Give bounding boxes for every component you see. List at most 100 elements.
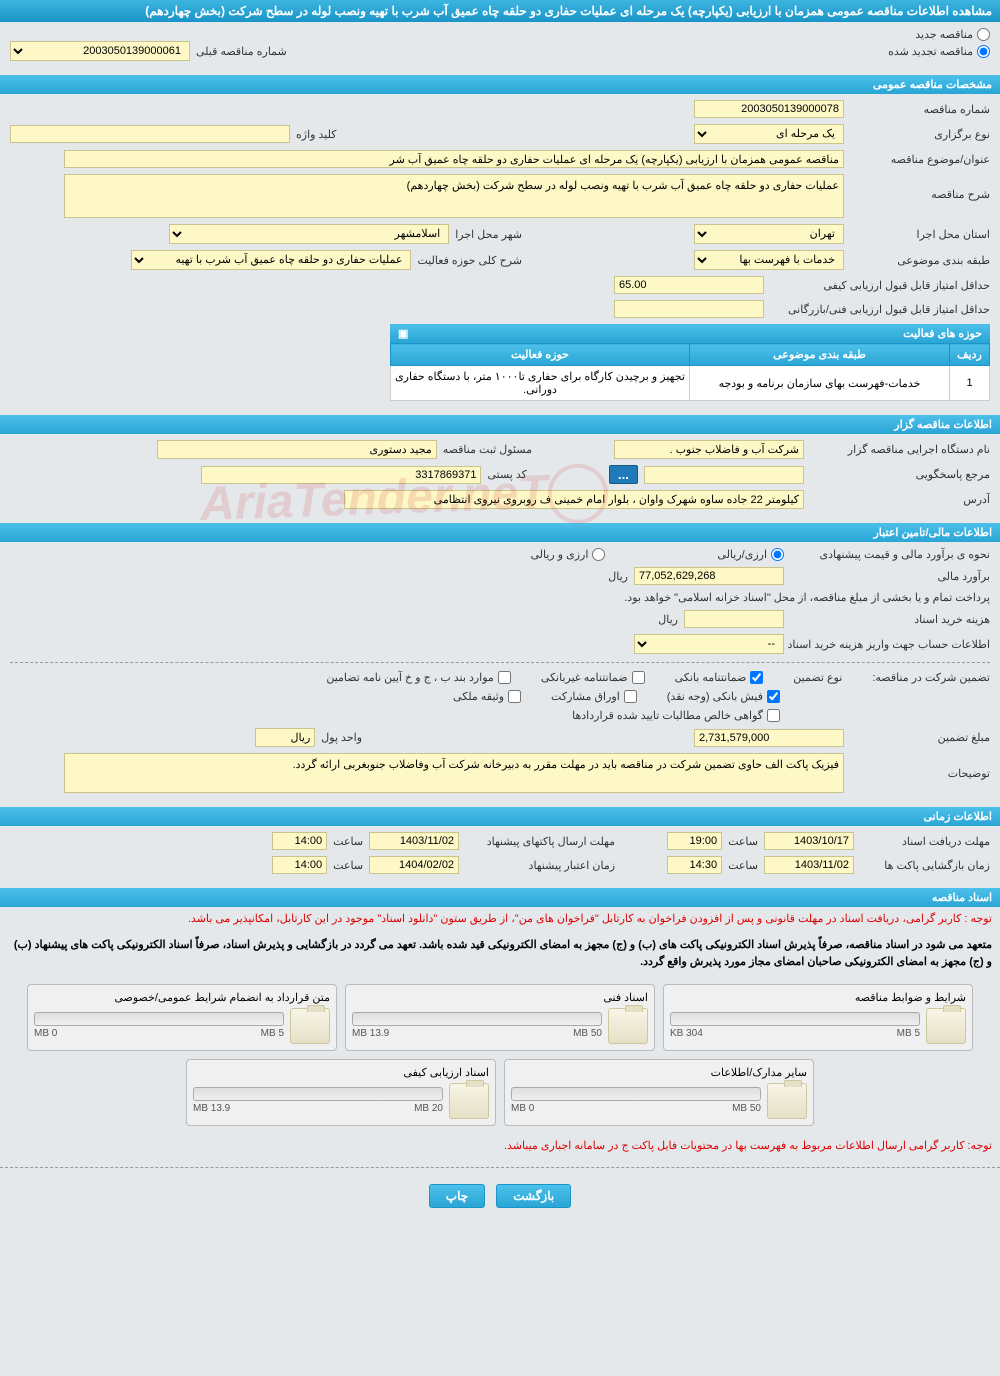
estimate-field: 77,052,629,268: [634, 567, 784, 585]
time-label-4: ساعت: [333, 859, 363, 872]
radio-renewed-input[interactable]: [977, 45, 990, 58]
packet-send-date: 1403/11/02: [369, 832, 459, 850]
radio-renewed-label: مناقصه تجدید شده: [888, 45, 973, 58]
documents-bottom-note: توجه: کاربر گرامی ارسال اطلاعات مربوط به…: [0, 1134, 1000, 1160]
owner-content: نام دستگاه اجرایی مناقصه گزار شرکت آب و …: [0, 434, 1000, 521]
radio-new-tender[interactable]: مناقصه جدید: [10, 28, 990, 41]
cell-cat: خدمات-فهرست بهای سازمان برنامه و بودجه: [690, 366, 950, 401]
number-label: شماره مناقصه: [850, 103, 990, 116]
progress-bar: [511, 1087, 761, 1101]
doc-receive-label: مهلت دریافت اسناد: [860, 835, 990, 848]
progress-bar: [670, 1012, 920, 1026]
min-qual-field: 65.00: [614, 276, 764, 294]
estimate-method-label: نحوه ی برآورد مالی و قیمت پیشنهادی: [790, 548, 990, 561]
validity-label: زمان اعتبار پیشنهاد: [465, 859, 615, 872]
subject-input[interactable]: [64, 150, 844, 168]
file-size: 0 MB: [34, 1028, 57, 1039]
chk-bond[interactable]: موارد بند ب ، ج و خ آیین نامه تضامین: [326, 671, 510, 684]
type-select[interactable]: یک مرحله ای: [694, 124, 844, 144]
progress-bar: [34, 1012, 284, 1026]
print-button[interactable]: چاپ: [429, 1184, 485, 1208]
radio-renewed-tender[interactable]: مناقصه تجدید شده: [888, 45, 990, 58]
province-label: استان محل اجرا: [850, 228, 990, 241]
doc-cost-label: هزینه خرید اسناد: [790, 613, 990, 626]
radio-new-label: مناقصه جدید: [915, 28, 973, 41]
back-button[interactable]: بازگشت: [496, 1184, 571, 1208]
activity-desc-label: شرح کلی حوزه فعالیت: [417, 254, 522, 267]
notes-textarea[interactable]: [64, 753, 844, 793]
chk-nonbank[interactable]: ضمانتنامه غیربانکی: [541, 671, 645, 684]
keyword-input[interactable]: [10, 125, 290, 143]
radio-arzi-riali-input[interactable]: [771, 548, 784, 561]
cat-select[interactable]: خدمات با فهرست بها: [694, 250, 844, 270]
postal-field: 3317869371: [201, 466, 481, 484]
radio-arzi-o-riali[interactable]: ارزی و ریالی: [530, 548, 605, 561]
button-row: بازگشت چاپ: [0, 1176, 1000, 1216]
prev-number-label: شماره مناقصه قبلی: [196, 45, 287, 58]
folder-icon[interactable]: [290, 1008, 330, 1044]
chk-securities[interactable]: اوراق مشارکت: [551, 690, 637, 703]
file-box-2: متن قرارداد به انضمام شرایط عمومی/خصوصی …: [27, 984, 337, 1051]
file-max: 5 MB: [897, 1028, 920, 1039]
validity-date: 1404/02/02: [369, 856, 459, 874]
min-tech-label: حداقل امتیاز قابل قبول ارزیابی فنی/بازرگ…: [770, 303, 990, 316]
city-label: شهر محل اجرا: [455, 228, 522, 241]
estimate-label: برآورد مالی: [790, 570, 990, 583]
registrant-field: مجید دستوری: [157, 440, 437, 459]
registrant-label: مسئول ثبت مناقصه: [443, 443, 532, 456]
account-select[interactable]: --: [634, 634, 784, 654]
page-title: مشاهده اطلاعات مناقصه عمومی همزمان با ار…: [145, 4, 992, 18]
file-boxes: شرایط و ضوابط مناقصه 5 MB304 KB اسناد فن…: [0, 976, 1000, 1134]
desc-textarea[interactable]: [64, 174, 844, 218]
chk-property[interactable]: وثیقه ملکی: [453, 690, 521, 703]
th-row: ردیف: [950, 344, 990, 366]
file-title: متن قرارداد به انضمام شرایط عمومی/خصوصی: [34, 991, 330, 1004]
folder-icon[interactable]: [926, 1008, 966, 1044]
prev-number-select[interactable]: 2003050139000061: [10, 41, 190, 61]
tender-type-section: مناقصه جدید مناقصه تجدید شده شماره مناقص…: [0, 22, 1000, 73]
collapse-icon[interactable]: ▣: [398, 327, 408, 340]
divider-bottom: [0, 1167, 1000, 1168]
file-size: 0 MB: [511, 1103, 534, 1114]
cell-activity: تجهیز و برچیدن کارگاه برای حفاری تا۱۰۰۰ …: [391, 366, 690, 401]
packet-send-label: مهلت ارسال پاکتهای پیشنهاد: [465, 835, 615, 848]
th-cat: طبقه بندی موضوعی: [690, 344, 950, 366]
lookup-button[interactable]: ...: [609, 465, 638, 484]
activity-table: ردیف طبقه بندی موضوعی حوزه فعالیت 1 خدما…: [390, 343, 990, 401]
postal-label: کد پستی: [487, 468, 526, 481]
city-select[interactable]: اسلامشهر: [169, 224, 449, 244]
chk-net-claims[interactable]: گواهی خالص مطالبات تایید شده قراردادها: [572, 709, 780, 722]
address-field: کیلومتر 22 جاده ساوه شهرک واوان ، بلوار …: [344, 490, 804, 509]
doc-receive-date: 1403/10/17: [764, 832, 854, 850]
radio-arzi-o-riali-input[interactable]: [592, 548, 605, 561]
activity-table-title: حوزه های فعالیت: [903, 327, 982, 340]
radio-arzi-riali[interactable]: ارزی/ریالی: [717, 548, 784, 561]
file-box-4: اسناد ارزیابی کیفی 20 MB13.9 MB: [186, 1059, 496, 1126]
doc-receive-time: 19:00: [667, 832, 722, 850]
notes-label: توضیحات: [850, 753, 990, 780]
amount-field: 2,731,579,000: [694, 729, 844, 747]
general-content: شماره مناقصه 2003050139000078 نوع برگزار…: [0, 94, 1000, 413]
folder-icon[interactable]: [449, 1083, 489, 1119]
file-max: 50 MB: [573, 1028, 602, 1039]
radio-new-input[interactable]: [977, 28, 990, 41]
file-title: شرایط و ضوابط مناقصه: [670, 991, 966, 1004]
response-field: [644, 466, 804, 484]
file-title: اسناد ارزیابی کیفی: [193, 1066, 489, 1079]
file-box-3: سایر مدارک/اطلاعات 50 MB 0 MB: [504, 1059, 814, 1126]
open-date: 1403/11/02: [764, 856, 854, 874]
documents-note2: متعهد می شود در اسناد مناقصه، صرفاً پذیر…: [0, 933, 1000, 976]
packet-send-time: 14:00: [272, 832, 327, 850]
file-size: 13.9 MB: [352, 1028, 389, 1039]
chk-fish[interactable]: فیش بانکی (وجه نقد): [667, 690, 780, 703]
file-title: سایر مدارک/اطلاعات: [511, 1066, 807, 1079]
activity-desc-select[interactable]: عملیات حفاری دو حلقه چاه عمیق آب شرب با …: [131, 250, 411, 270]
file-box-0: شرایط و ضوابط مناقصه 5 MB304 KB: [663, 984, 973, 1051]
province-select[interactable]: تهران: [694, 224, 844, 244]
folder-icon[interactable]: [608, 1008, 648, 1044]
section-general: مشخصات مناقصه عمومی: [0, 75, 1000, 94]
file-max: 50 MB: [732, 1103, 761, 1114]
folder-icon[interactable]: [767, 1083, 807, 1119]
chk-bank-guarantee[interactable]: ضمانتنامه بانکی: [675, 671, 764, 684]
unit-label: واحد پول: [321, 731, 362, 744]
